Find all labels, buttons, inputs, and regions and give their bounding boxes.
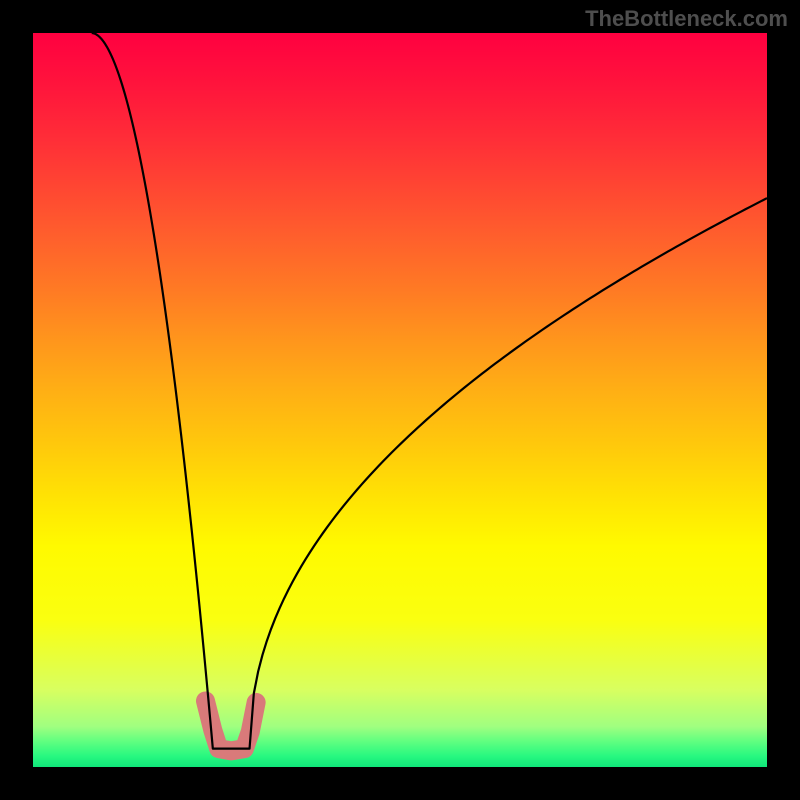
chart-svg — [33, 33, 767, 767]
gradient-background — [33, 33, 767, 767]
watermark-text: TheBottleneck.com — [585, 6, 788, 32]
plot-area — [33, 33, 767, 767]
